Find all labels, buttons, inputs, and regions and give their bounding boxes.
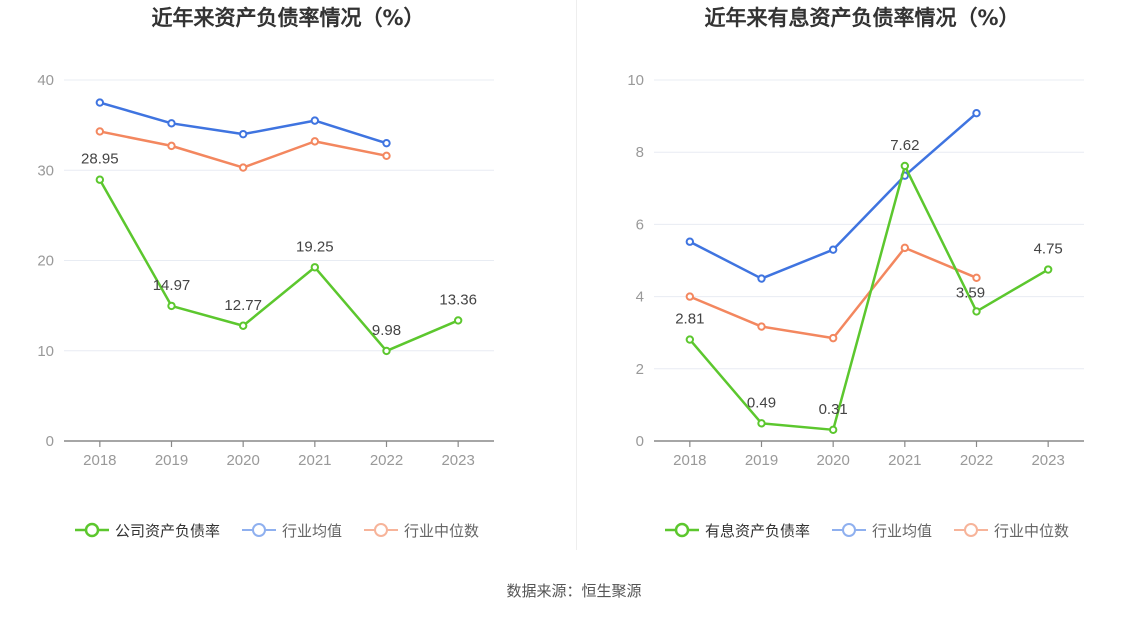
data-label: 0.49: [747, 394, 776, 411]
legend-item-industry-avg[interactable]: 行业均值: [832, 520, 932, 541]
y-tick-label: 0: [636, 433, 644, 450]
data-label: 13.36: [439, 291, 477, 308]
chart-0: 0 10 20 30 40 2018 2019 2020 2021 2022 2023 28.95 14…: [37, 72, 494, 469]
legend-marker-blue-icon: [832, 523, 867, 537]
data-point: [453, 316, 463, 325]
x-tick-label: 2019: [155, 452, 188, 469]
legend-label: 公司资产负债率: [115, 521, 221, 540]
x-tick-label: 2020: [816, 452, 849, 469]
data-point: [167, 141, 176, 151]
y-tick-label: 6: [636, 216, 644, 233]
legend-label: 行业均值: [282, 521, 343, 540]
legend-label: 有息资产负债率: [705, 521, 811, 540]
chart-title-right: 近年来有息资产负债率情况（%）: [704, 6, 1020, 30]
legend-item-industry-median[interactable]: 行业中位数: [364, 520, 479, 541]
x-tick-label: 2019: [745, 452, 778, 469]
y-tick-label: 4: [636, 289, 644, 306]
data-label: 4.75: [1034, 241, 1063, 258]
data-point: [972, 109, 981, 118]
data-point: [685, 237, 695, 246]
data-point: [95, 175, 105, 184]
data-label: 9.98: [372, 322, 401, 339]
data-point: [685, 335, 695, 344]
legend-left: 公司资产负债率 行业均值 行业中位数: [75, 518, 479, 542]
data-point: [238, 321, 248, 330]
series-line: [689, 246, 977, 340]
x-tick-label: 2022: [960, 452, 993, 469]
legend-right: 有息资产负债率 行业均值 行业中位数: [665, 518, 1069, 542]
data-point: [167, 119, 176, 128]
x-tick-label: 2023: [441, 452, 474, 469]
y-tick-label: 8: [636, 144, 644, 161]
data-point: [828, 333, 838, 343]
legend-item-industry-median[interactable]: 行业中位数: [954, 520, 1069, 541]
legend-marker-green-icon: [665, 522, 699, 538]
x-tick-label: 2020: [226, 452, 259, 469]
chart-title-left: 近年来资产负债率情况（%）: [151, 6, 425, 30]
y-tick-label: 2: [636, 361, 644, 378]
y-tick-label: 10: [627, 72, 644, 89]
data-label: 3.59: [956, 284, 985, 301]
panel-divider: [576, 0, 577, 550]
legend-marker-blue-icon: [242, 523, 277, 537]
legend-marker-green-icon: [75, 522, 109, 538]
data-label: 14.97: [153, 277, 191, 294]
data-point: [95, 98, 105, 107]
data-point: [238, 163, 248, 172]
data-point: [382, 138, 391, 148]
y-tick-label: 10: [37, 343, 54, 360]
y-tick-label: 40: [37, 72, 54, 89]
data-point: [900, 161, 910, 171]
x-tick-label: 2022: [370, 452, 403, 469]
data-point: [900, 243, 910, 253]
x-tick-label: 2021: [298, 452, 331, 469]
data-point: [1043, 265, 1053, 274]
data-point: [310, 137, 320, 146]
data-point: [382, 346, 391, 356]
data-label: 19.25: [296, 238, 334, 255]
data-point: [757, 322, 766, 331]
legend-item-industry-avg[interactable]: 行业均值: [242, 520, 342, 541]
series-line: [688, 164, 1049, 432]
data-label: 28.95: [81, 151, 119, 168]
y-tick-label: 20: [37, 253, 54, 270]
data-source-note: 数据来源：恒生聚源: [506, 582, 642, 600]
x-tick-label: 2023: [1031, 452, 1064, 469]
data-point: [757, 274, 766, 283]
y-tick-label: 30: [37, 162, 54, 179]
data-point: [972, 307, 981, 316]
data-point: [167, 301, 176, 311]
legend-item-company[interactable]: 有息资产负债率: [665, 520, 810, 541]
data-point: [95, 127, 105, 136]
data-point: [310, 116, 320, 125]
x-tick-label: 2021: [888, 452, 921, 469]
legend-label: 行业均值: [872, 521, 933, 540]
legend-label: 行业中位数: [404, 521, 480, 540]
data-point: [685, 292, 695, 301]
series-line: [98, 179, 459, 353]
y-tick-label: 0: [46, 433, 54, 450]
data-point: [310, 263, 320, 272]
data-point: [828, 425, 838, 435]
x-tick-label: 2018: [83, 452, 116, 469]
data-point: [382, 151, 391, 161]
legend-label: 行业中位数: [994, 521, 1070, 540]
data-label: 12.77: [224, 297, 262, 314]
data-label: 2.81: [675, 311, 704, 328]
legend-item-company[interactable]: 公司资产负债率: [75, 520, 220, 541]
data-point: [972, 273, 981, 283]
data-label: 0.31: [819, 401, 848, 418]
data-point: [828, 245, 838, 254]
chart-1: 0 2 4 6 8 10 2018 2019 2020 2021 2022 2023 2.81 0.49 0…: [627, 72, 1084, 469]
data-point: [757, 419, 766, 428]
legend-marker-orange-icon: [954, 523, 989, 537]
legend-marker-orange-icon: [364, 523, 399, 537]
x-tick-label: 2018: [673, 452, 706, 469]
data-label: 7.62: [890, 137, 919, 154]
data-point: [238, 129, 248, 139]
